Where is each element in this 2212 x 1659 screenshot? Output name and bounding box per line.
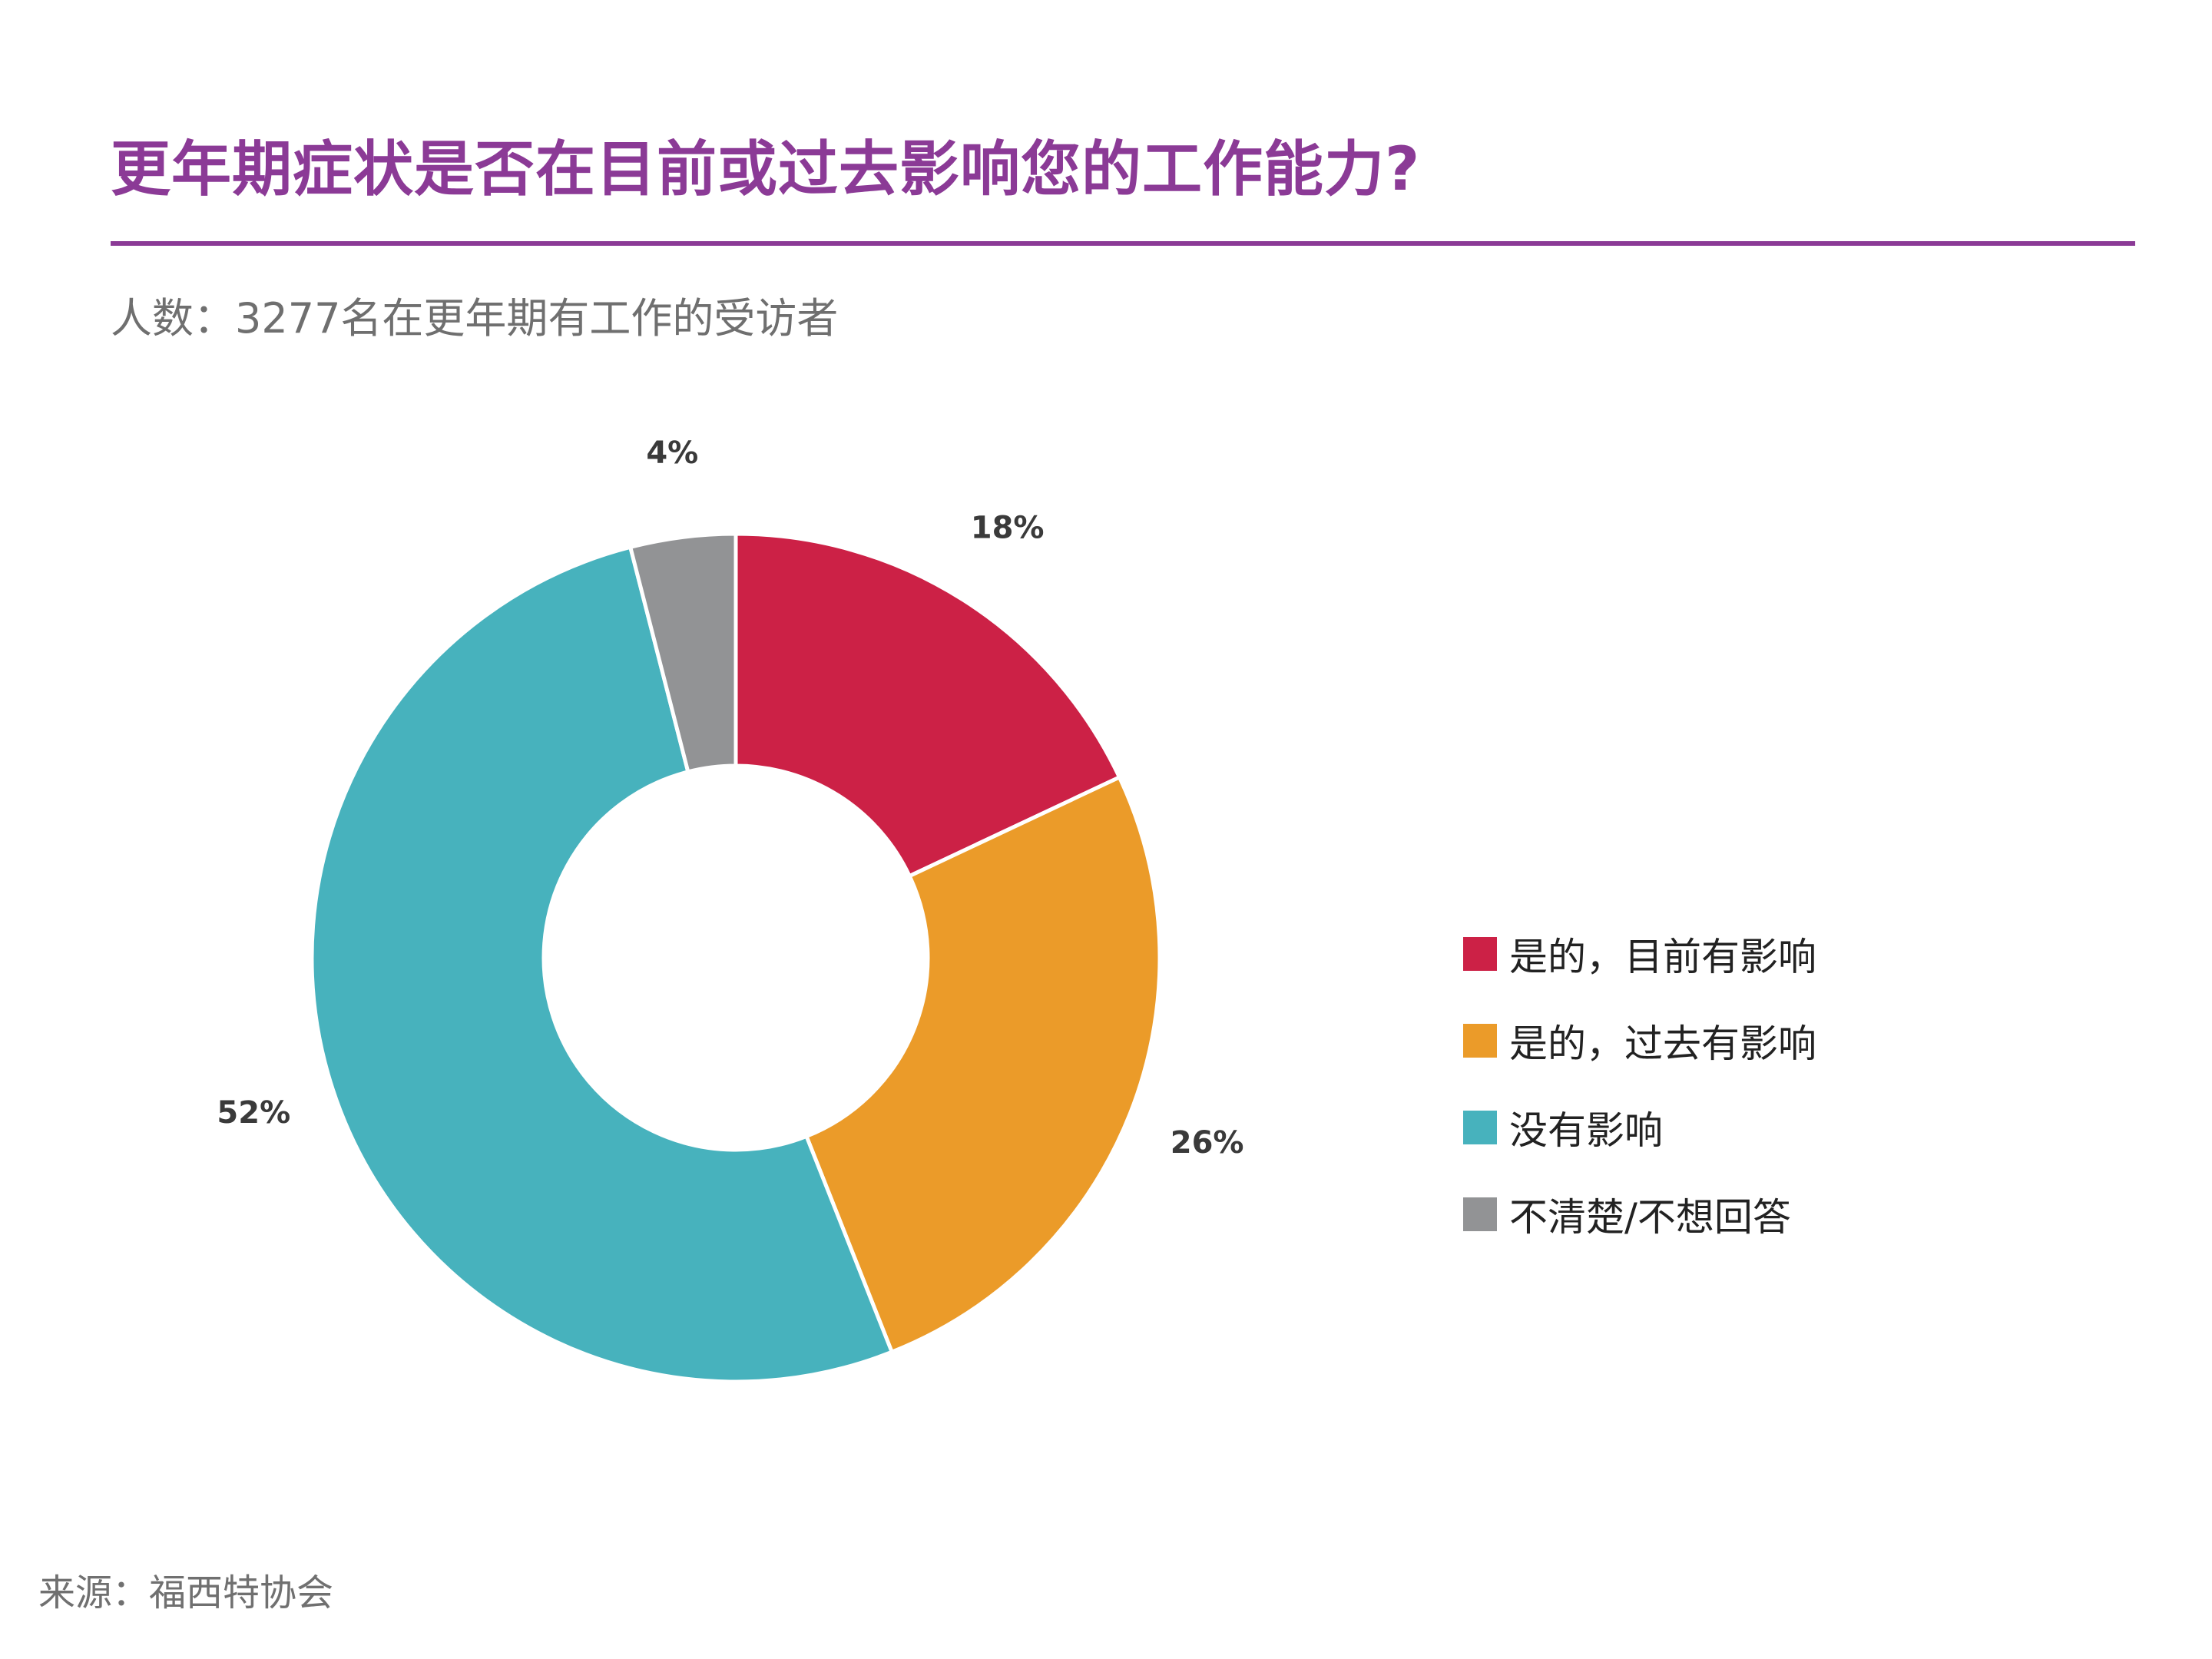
slice-1: [733, 531, 1122, 879]
chart-title: 更年期症状是否在目前或过去影响您的工作能力?: [111, 135, 1421, 204]
slice-label-1: 18%: [971, 511, 1045, 546]
legend-label: 不清楚/不想回答: [1509, 1194, 1791, 1240]
legend-label: 是的，目前有影响: [1509, 934, 1816, 979]
legend-label: 是的，过去有影响: [1509, 1021, 1816, 1066]
title-divider: [111, 241, 2135, 246]
chart-subtitle: 人数：3277名在更年期有工作的受访者: [111, 294, 839, 343]
donut-slices: [310, 531, 1162, 1384]
legend-swatch: [1463, 1197, 1497, 1231]
slice-label-4: 4%: [646, 435, 698, 471]
slice-3: [310, 545, 895, 1384]
legend-swatch: [1463, 1110, 1497, 1144]
slice-4: [628, 531, 738, 774]
legend-item: 是的，目前有影响: [1463, 910, 1816, 997]
source-note: 来源：福西特协会: [38, 1571, 334, 1614]
chart-legend: 是的，目前有影响 是的，过去有影响 没有影响不清楚/不想回答: [1463, 910, 1816, 1257]
legend-item: 是的，过去有影响: [1463, 997, 1816, 1084]
slice-label-3: 52%: [217, 1095, 290, 1131]
legend-swatch: [1463, 936, 1497, 971]
legend-item: 没有影响: [1463, 1084, 1816, 1171]
legend-label: 没有影响: [1509, 1108, 1663, 1153]
legend-item: 不清楚/不想回答: [1463, 1171, 1816, 1257]
slice-labels: 18% 26% 52% 4%: [217, 435, 1243, 1161]
slice-2: [803, 774, 1162, 1355]
legend-swatch: [1463, 1023, 1497, 1058]
slice-label-2: 26%: [1171, 1125, 1244, 1161]
